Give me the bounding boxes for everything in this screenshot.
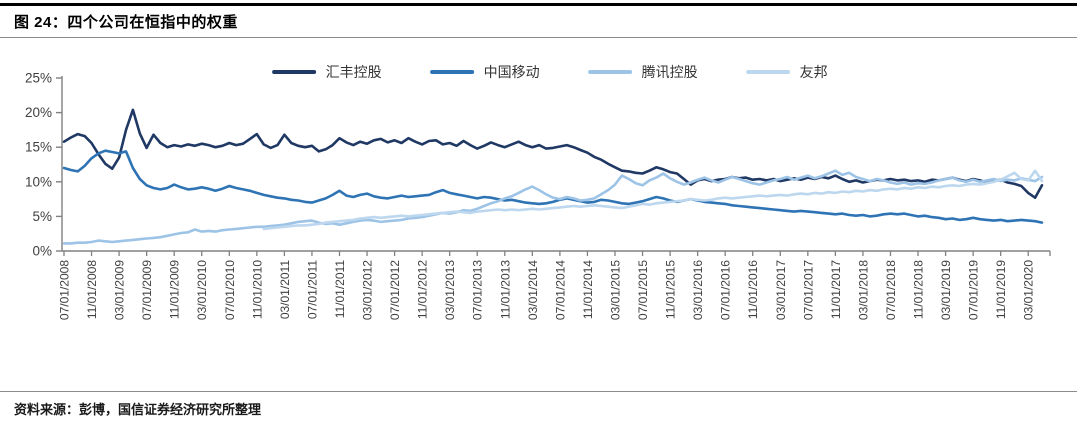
x-tick-label: 11/01/2019 [994,260,1008,319]
x-tick-label: 11/01/2009 [168,260,182,319]
legend-label: 友邦 [799,64,828,80]
series-line-腾讯控股 [62,169,1044,245]
x-tick-label: 07/01/2015 [636,260,650,320]
top-divider [0,3,1077,6]
legend-item: 中国移动 [429,62,540,82]
x-tick-label: 03/01/2009 [113,260,127,320]
figure-title: 图 24：四个公司在恒指中的权重 [14,14,238,31]
x-tick-label: 07/01/2019 [967,260,981,320]
x-tick-label: 03/01/2011 [278,260,292,319]
y-tick-label: 10% [25,174,52,189]
legend-line-swatch [429,70,474,74]
x-tick-label: 03/01/2016 [691,260,705,320]
x-tick-label: 03/01/2019 [939,260,953,320]
legend-label: 腾讯控股 [641,64,698,80]
bottom-divider [0,391,1077,392]
legend-item: 腾讯控股 [587,62,698,82]
legend-line-swatch [587,70,632,74]
x-tick-label: 03/01/2017 [774,260,788,320]
x-tick-label: 03/01/2020 [1022,260,1036,320]
legend-label: 中国移动 [483,64,540,80]
x-tick-label: 07/01/2008 [58,260,72,320]
y-tick-label: 25% [25,71,52,86]
x-tick-label: 11/01/2015 [664,260,678,319]
y-tick-label: 20% [25,105,52,120]
x-tick-label: 11/01/2013 [498,260,512,319]
x-tick-label: 11/01/2016 [746,260,760,319]
x-tick-label: 07/01/2014 [553,260,567,320]
x-tick-label: 07/01/2009 [140,260,154,320]
title-divider [0,37,1077,38]
x-tick-label: 11/01/2008 [85,260,99,319]
x-tick-label: 03/01/2012 [361,260,375,320]
x-tick-label: 03/01/2014 [526,260,540,320]
x-tick-label: 03/01/2015 [608,260,622,320]
x-tick-label: 07/01/2016 [719,260,733,320]
x-tick-label: 07/01/2011 [305,260,319,319]
series-line-友邦 [262,169,1044,231]
x-tick-label: 07/01/2017 [801,260,815,320]
x-tick-label: 11/01/2011 [333,260,347,319]
x-tick-label: 11/01/2014 [581,260,595,319]
x-tick-label: 11/01/2010 [250,260,264,319]
x-tick-label: 11/01/2018 [912,260,926,319]
legend-line-swatch [745,70,790,74]
y-tick-label: 5% [32,209,52,224]
y-tick-label: 15% [25,140,52,155]
x-tick-label: 03/01/2013 [443,260,457,320]
legend-line-swatch [271,70,316,74]
x-tick-label: 07/01/2010 [223,260,237,320]
legend-item: 友邦 [745,62,828,82]
y-tick-label: 0% [32,244,52,259]
x-tick-label: 03/01/2018 [856,260,870,320]
legend-label: 汇丰控股 [325,64,382,80]
x-tick-label: 07/01/2018 [884,260,898,320]
x-tick-label: 03/01/2010 [195,260,209,320]
legend-item: 汇丰控股 [271,62,382,82]
source-note: 资料来源：彭博，国信证券经济研究所整理 [14,402,262,417]
series-line-中国移动 [62,149,1044,224]
x-tick-label: 11/01/2017 [829,260,843,319]
x-tick-label: 11/01/2012 [416,260,430,319]
chart-area: 0% 5% 10% 15% 20% 25% 07/01/2008 11/01/2008 03/0… [0,48,1077,383]
weights-line-chart: 0% 5% 10% 15% 20% 25% 07/01/2008 11/01/2008 03/0… [25,71,1051,320]
x-tick-label: 07/01/2013 [471,260,485,320]
chart-legend: 汇丰控股 中国移动 腾讯控股 友邦 [271,62,828,82]
x-tick-label: 07/01/2012 [388,260,402,320]
